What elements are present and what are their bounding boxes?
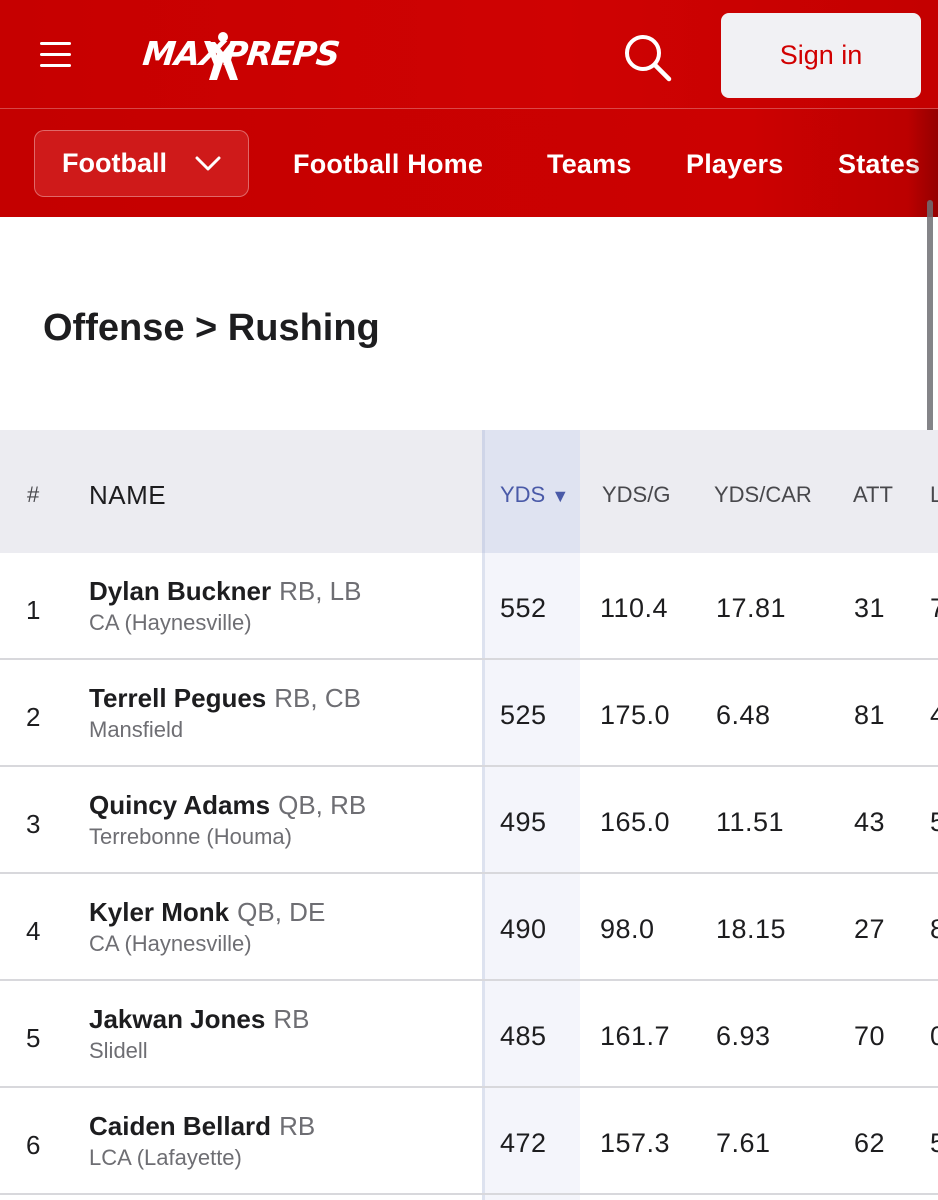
player-name: Quincy Adams [89, 790, 271, 820]
ydscar-cell: 17.81 [716, 593, 787, 623]
rank-cell: 5 [26, 1023, 41, 1053]
table-row[interactable]: 4 Kyler Monk QB, DE CA (Haynesville) 490 98.0… [0, 874, 938, 981]
school-link[interactable]: CA (Haynesville) [89, 610, 252, 635]
ydsg-cell: 157.3 [600, 1128, 671, 1158]
nav-football-home[interactable]: Football Home [293, 149, 484, 179]
next-cell: 5 [930, 1128, 938, 1159]
player-position: QB, DE [237, 897, 326, 927]
search-icon[interactable] [622, 32, 672, 82]
player-position: RB, LB [279, 576, 362, 606]
yds-cell: 552 [500, 593, 547, 623]
col-ydsg-header[interactable]: YDS/G [602, 482, 671, 507]
col-att-header[interactable]: ATT [853, 482, 893, 507]
col-ydscar-header[interactable]: YDS/CAR [714, 482, 812, 507]
logo-figure-icon [207, 32, 239, 80]
top-header: MAXPREPS Sign in [0, 0, 938, 109]
sign-in-button[interactable]: Sign in [721, 13, 921, 98]
school-link[interactable]: Slidell [89, 1038, 148, 1063]
rank-cell: 3 [26, 809, 41, 839]
rank-cell: 6 [26, 1130, 41, 1160]
page-title: Offense > Rushing [43, 307, 380, 349]
ydsg-cell: 165.0 [600, 807, 671, 837]
sorted-column-highlight [482, 430, 580, 553]
school-link[interactable]: Terrebonne (Houma) [89, 824, 292, 849]
att-cell: 43 [854, 807, 886, 837]
player-name-link[interactable]: Kyler Monk QB, DE [89, 897, 325, 928]
yds-cell: 490 [500, 914, 547, 944]
table-row[interactable]: 2 Terrell Pegues RB, CB Mansfield 525 175.0 6.… [0, 660, 938, 767]
col-rank-header[interactable]: # [27, 482, 40, 507]
yds-cell: 472 [500, 1128, 547, 1158]
att-cell: 81 [854, 700, 886, 730]
nav-players[interactable]: Players [686, 149, 784, 179]
stats-table: # NAME YDS ▼ YDS/G YDS/CAR ATT L 1 Dylan … [0, 430, 938, 1200]
player-name-link[interactable]: Jakwan Jones RB [89, 1004, 309, 1035]
player-name-link[interactable]: Quincy Adams QB, RB [89, 790, 366, 821]
att-cell: 31 [854, 593, 886, 623]
player-position: RB [273, 1004, 310, 1034]
table-header [0, 430, 938, 553]
att-cell: 62 [854, 1128, 886, 1158]
maxpreps-logo[interactable]: MAXPREPS [140, 28, 343, 84]
page-scrollbar[interactable] [927, 200, 933, 460]
player-name: Dylan Buckner [89, 576, 272, 606]
table-row[interactable]: 3 Quincy Adams QB, RB Terrebonne (Houma) 495… [0, 767, 938, 874]
ydscar-cell: 18.15 [716, 914, 787, 944]
ydsg-cell: 175.0 [600, 700, 671, 730]
att-cell: 70 [854, 1021, 886, 1051]
rank-cell: 4 [26, 916, 41, 946]
ydsg-cell: 110.4 [600, 593, 669, 623]
next-cell: 8 [930, 914, 938, 945]
sport-dropdown-label: Football [62, 148, 167, 178]
sport-dropdown[interactable]: Football [34, 130, 249, 197]
player-name-link[interactable]: Caiden Bellard RB [89, 1111, 315, 1142]
next-cell: 0 [930, 1021, 938, 1052]
rank-cell: 1 [26, 595, 41, 625]
next-cell: 4 [930, 700, 938, 731]
player-name-link[interactable]: Dylan Buckner RB, LB [89, 576, 361, 607]
ydsg-cell: 161.7 [600, 1021, 671, 1051]
ydscar-cell: 6.93 [716, 1021, 771, 1051]
next-cell: 5 [930, 807, 938, 838]
table-row[interactable]: 6 Caiden Bellard RB LCA (Lafayette) 472 157.3… [0, 1088, 938, 1195]
col-next-header[interactable]: L [930, 482, 938, 507]
ydscar-cell: 6.48 [716, 700, 771, 730]
menu-icon[interactable] [40, 42, 71, 68]
yds-cell: 525 [500, 700, 547, 730]
ydsg-cell: 98.0 [600, 914, 655, 944]
rank-cell: 2 [26, 702, 41, 732]
sort-desc-icon: ▼ [551, 486, 570, 506]
player-name: Terrell Pegues [89, 683, 267, 713]
att-cell: 27 [854, 914, 886, 944]
ydscar-cell: 11.51 [716, 807, 785, 837]
nav-states[interactable]: States [838, 149, 921, 179]
school-link[interactable]: Mansfield [89, 717, 184, 742]
chevron-down-icon [195, 156, 221, 171]
sport-subnav: Football Football Home Teams Players Sta… [0, 109, 938, 217]
table-row[interactable]: 1 Dylan Buckner RB, LB CA (Haynesville) 552 1… [0, 553, 938, 660]
school-link[interactable]: CA (Haynesville) [89, 931, 252, 956]
col-yds-label: YDS [500, 482, 546, 507]
yds-cell: 485 [500, 1021, 547, 1051]
ydscar-cell: 7.61 [716, 1128, 771, 1158]
yds-cell: 495 [500, 807, 547, 837]
school-link[interactable]: LCA (Lafayette) [89, 1145, 242, 1170]
logo-wordmark: MAXPREPS [140, 34, 341, 73]
player-name: Kyler Monk [89, 897, 230, 927]
player-position: RB [279, 1111, 316, 1141]
player-position: RB, CB [274, 683, 361, 713]
player-name-link[interactable]: Terrell Pegues RB, CB [89, 683, 361, 714]
player-name: Caiden Bellard [89, 1111, 272, 1141]
player-position: QB, RB [278, 790, 367, 820]
col-name-header[interactable]: NAME [89, 480, 167, 510]
col-yds-header[interactable]: YDS ▼ [500, 482, 569, 508]
nav-teams[interactable]: Teams [547, 149, 632, 179]
player-name: Jakwan Jones [89, 1004, 266, 1034]
sorted-column-body [482, 553, 580, 1200]
next-cell: 7 [930, 593, 938, 624]
